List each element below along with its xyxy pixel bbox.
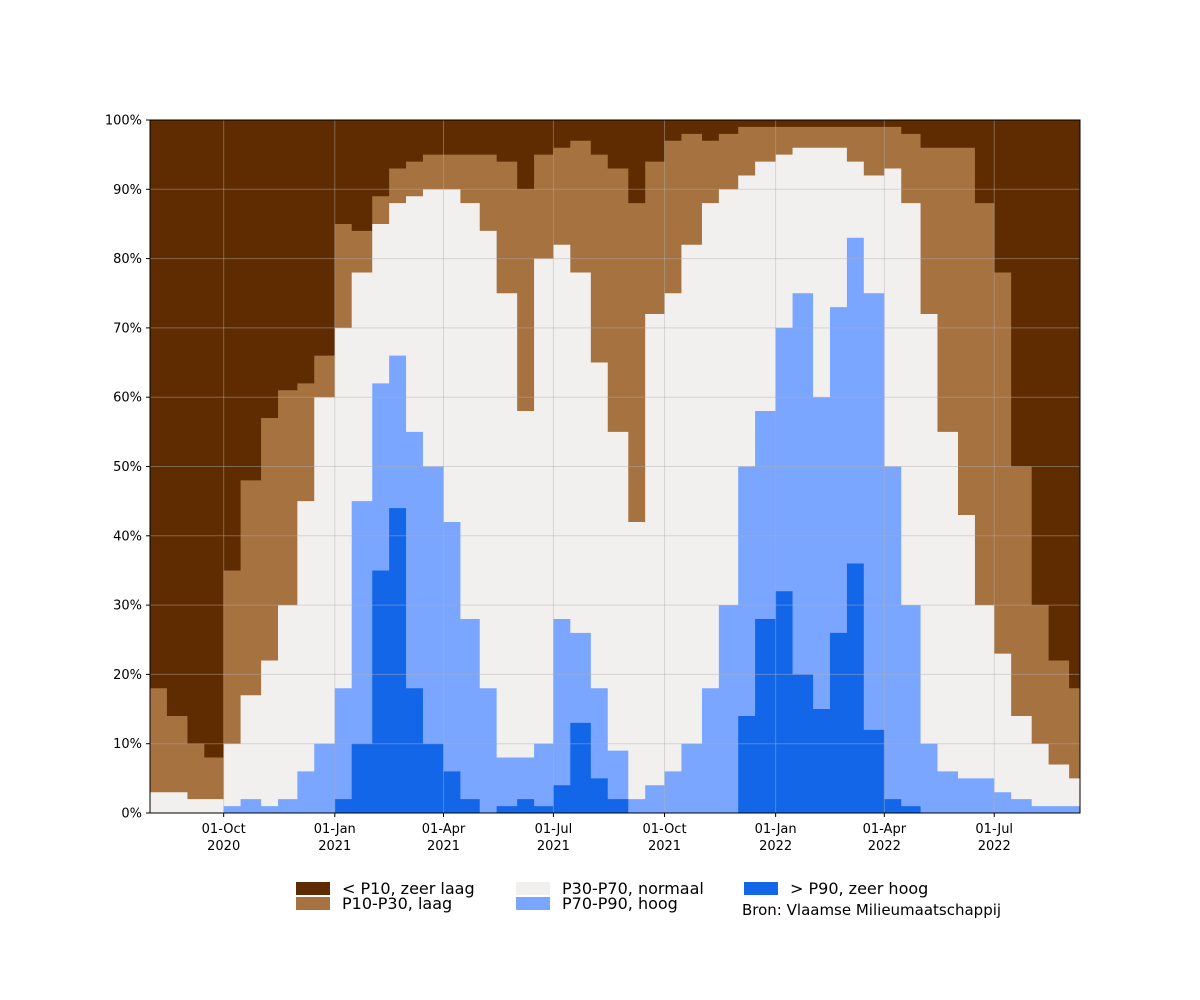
area-layers [150,126,1080,814]
legend-label-normaal: P30-P70, normaal [562,879,704,898]
x-tick-label: 01-Oct [642,822,686,837]
y-tick-label: 40% [113,529,142,544]
x-tick-label: 01-Apr [422,822,466,837]
x-tick-year-label: 2022 [978,839,1011,854]
x-tick-label: 01-Jan [314,822,356,837]
x-tick-year-label: 2021 [427,839,460,854]
x-axis: 01-Oct 2020 01-Jan 2021 01-Apr 2021 01-Jul 2021… [202,813,1013,854]
y-tick-label: 90% [113,183,142,198]
y-tick-label: 100% [105,114,142,129]
y-tick-label: 20% [113,668,142,683]
legend-label-laag: P10-P30, laag [342,894,453,913]
x-tick-year-label: 2022 [759,839,792,854]
y-tick-label: 50% [113,460,142,475]
legend-label-zeer-hoog: > P90, zeer hoog [790,879,929,898]
y-tick-label: 80% [113,252,142,267]
x-tick-year-label: 2022 [868,839,901,854]
source-note: Bron: Vlaamse Milieumaatschappij [742,901,1002,919]
y-tick-label: 30% [113,599,142,614]
x-tick-label: 01-Apr [863,822,907,837]
legend-swatch-normaal [516,882,550,895]
y-tick-label: 70% [113,321,142,336]
x-tick-label: 01-Jul [975,822,1013,837]
legend-label-hoog: P70-P90, hoog [562,894,678,913]
y-tick-label: 60% [113,391,142,406]
gridlines [150,119,1080,814]
x-tick-label: 01-Jul [535,822,573,837]
legend-swatch-laag [296,897,330,910]
legend-swatch-zeer-hoog [744,882,778,895]
legend-label-zeer-laag: < P10, zeer laag [342,879,475,898]
x-tick-year-label: 2021 [318,839,351,854]
legend-swatch-zeer-laag [296,882,330,895]
x-tick-year-label: 2021 [537,839,570,854]
x-tick-label: 01-Oct [202,822,246,837]
area-p90-zeer-hoog [150,508,1080,813]
y-tick-label: 0% [121,807,142,822]
x-tick-year-label: 2021 [648,839,681,854]
x-tick-label: 01-Jan [755,822,797,837]
y-axis: 0% 10% 20% 30% 40% 50% 60% 70% 80% 90% 100% [105,114,150,822]
x-tick-year-label: 2020 [207,839,240,854]
y-tick-label: 10% [113,737,142,752]
legend-swatch-hoog [516,897,550,910]
legend: < P10, zeer laag P10-P30, laag P30-P70, … [296,880,1016,930]
